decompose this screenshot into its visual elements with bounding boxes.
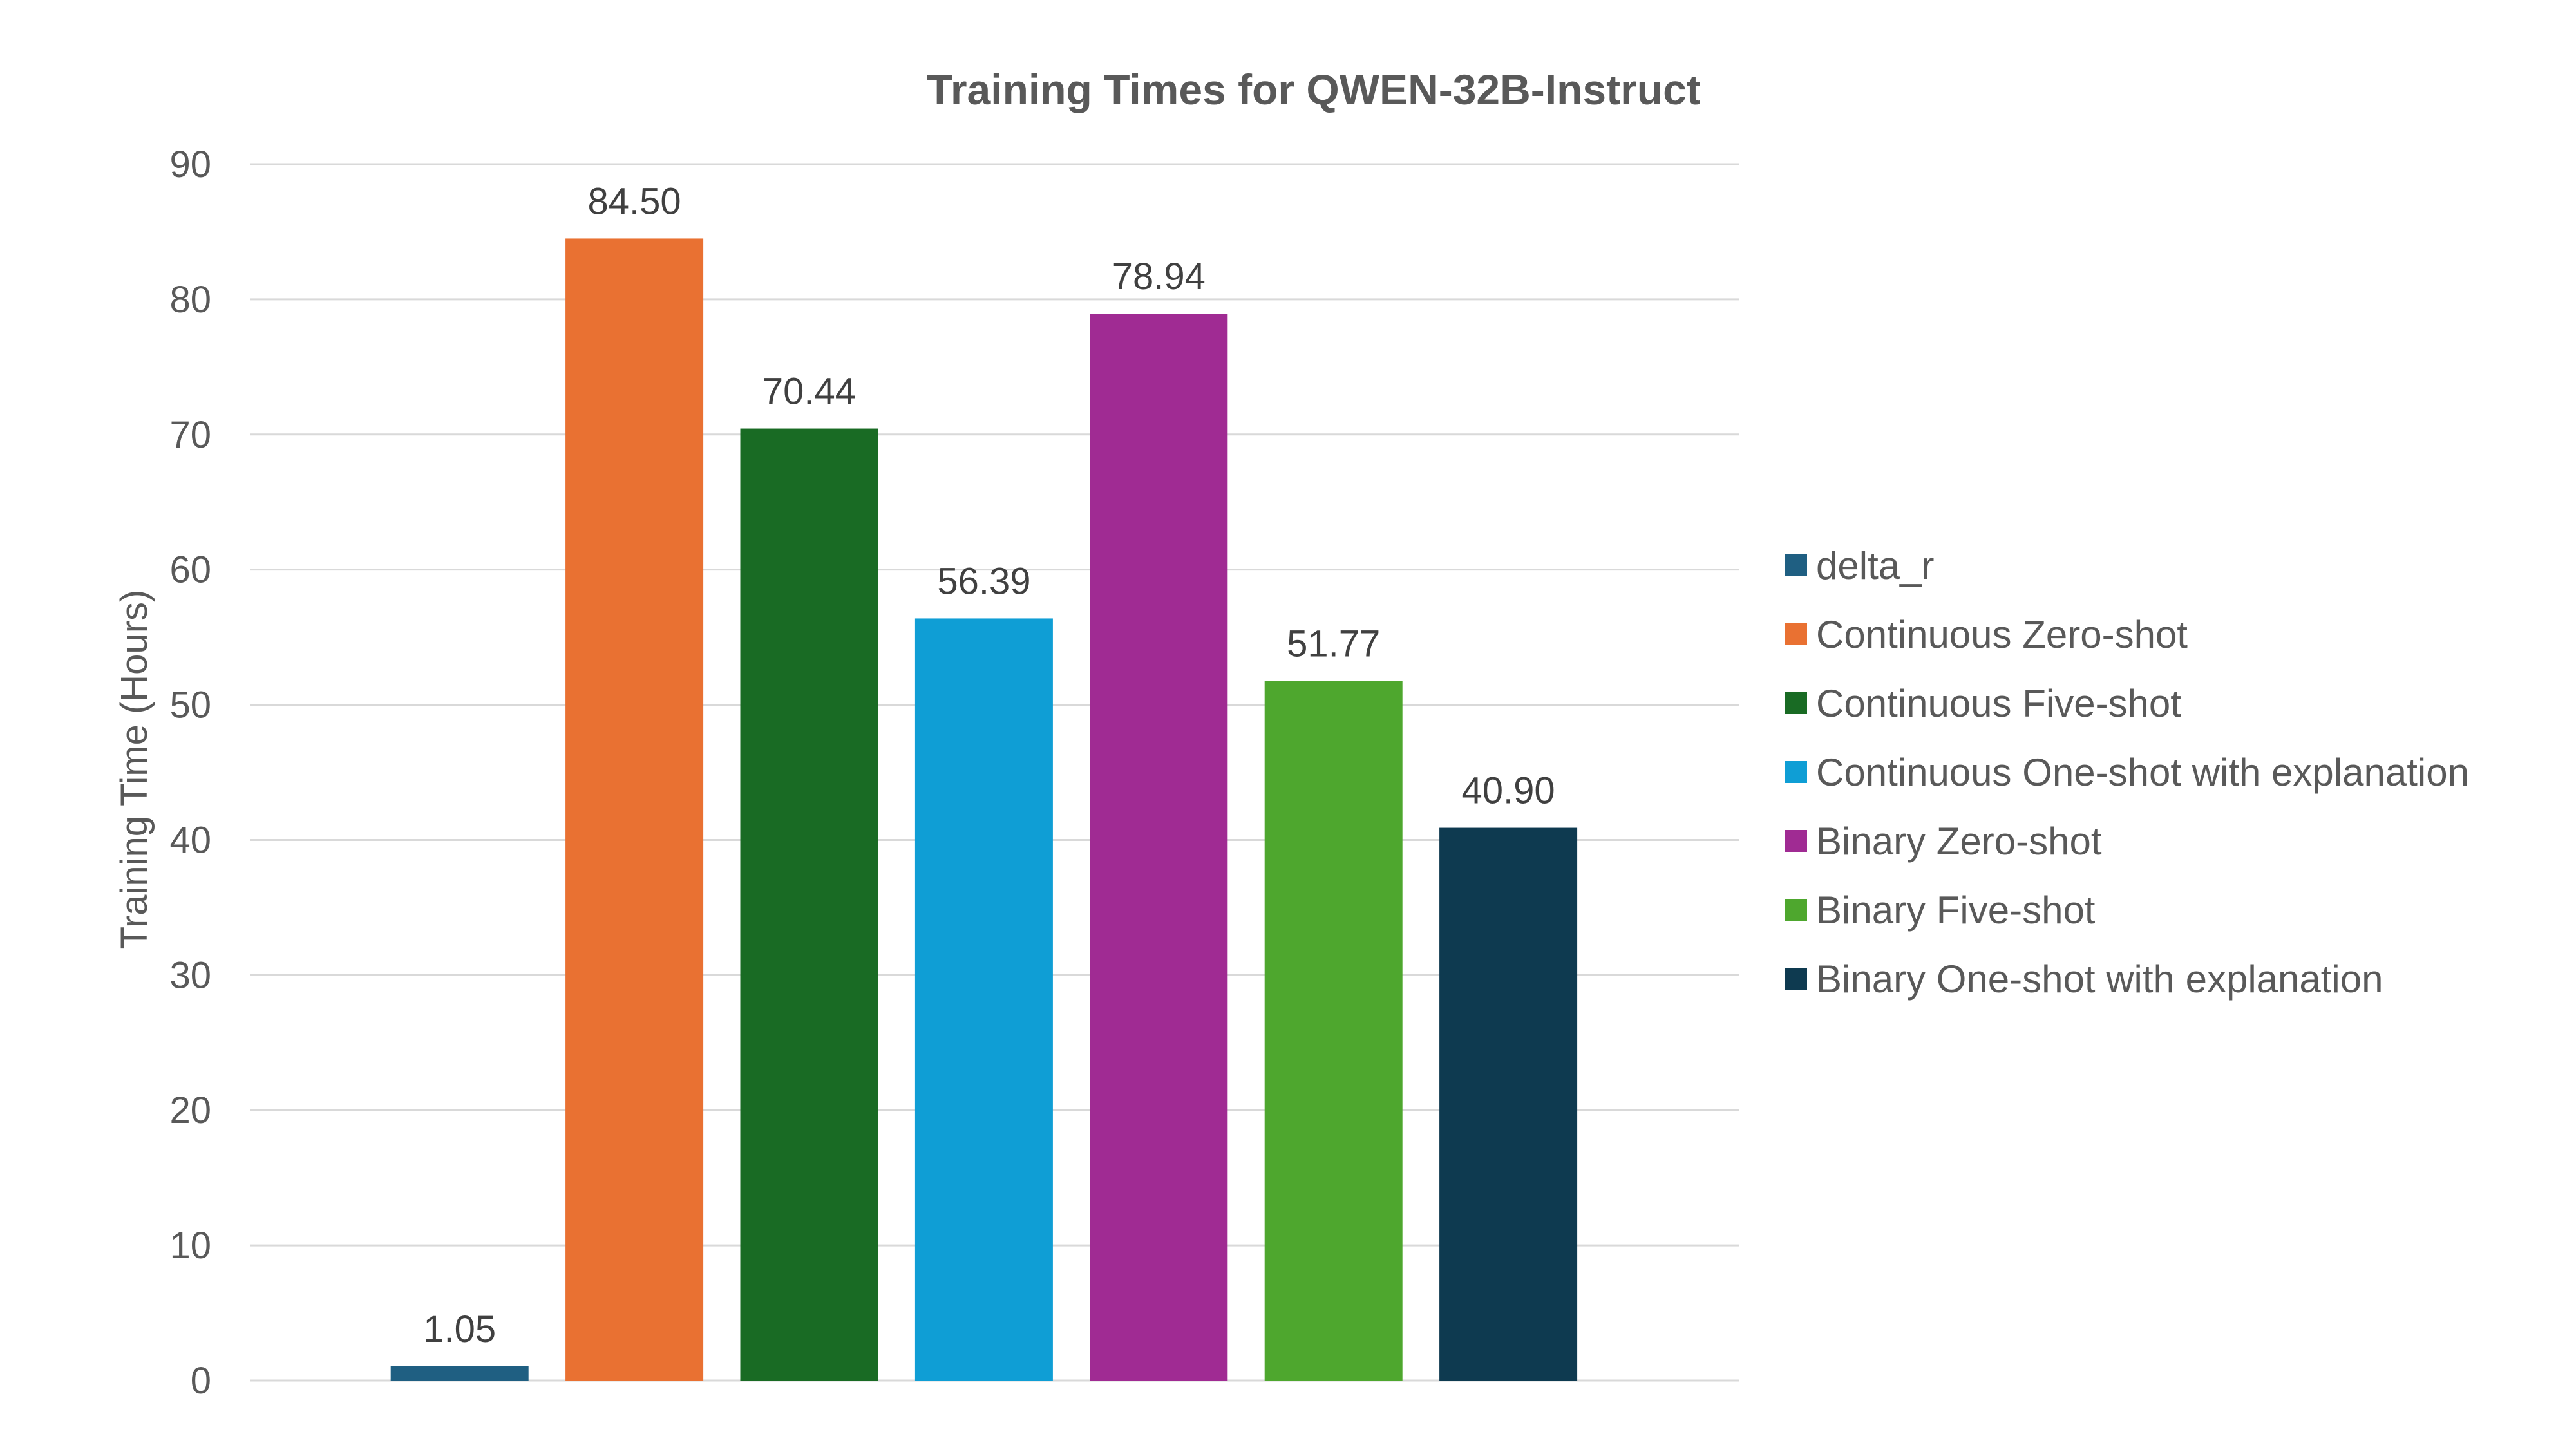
y-tick-label: 40: [169, 819, 211, 861]
legend: delta_r Continuous Zero-shot Continuous Fi…: [1785, 544, 2469, 1001]
bar-7: [1439, 827, 1578, 1381]
data-labels: 1.05 84.50 70.44 56.39 78.94 51.77 40.90: [423, 180, 1555, 1350]
y-tick-label: 50: [169, 684, 211, 726]
bar-3: [740, 428, 878, 1381]
data-label: 56.39: [937, 560, 1030, 602]
legend-swatch: [1785, 623, 1807, 645]
legend-item: delta_r: [1785, 544, 1934, 587]
legend-swatch: [1785, 899, 1807, 921]
y-axis-ticks: 0 10 20 30 40 50 60 70 80 90: [169, 144, 211, 1402]
y-tick-label: 10: [169, 1225, 211, 1267]
data-label: 1.05: [423, 1308, 496, 1350]
y-tick-label: 70: [169, 414, 211, 456]
y-tick-label: 90: [169, 144, 211, 185]
y-tick-label: 80: [169, 279, 211, 321]
legend-label: Continuous Zero-shot: [1816, 613, 2188, 656]
legend-swatch: [1785, 554, 1807, 576]
legend-item: Binary One-shot with explanation: [1785, 957, 2383, 1001]
bars: [390, 238, 1578, 1381]
legend-label: Binary Zero-shot: [1816, 820, 2102, 863]
y-tick-label: 30: [169, 954, 211, 996]
y-tick-label: 60: [169, 549, 211, 591]
legend-swatch: [1785, 830, 1807, 852]
data-label: 78.94: [1112, 256, 1206, 297]
legend-swatch: [1785, 761, 1807, 783]
data-label: 51.77: [1287, 623, 1380, 665]
legend-swatch: [1785, 968, 1807, 990]
bar-4: [914, 618, 1053, 1381]
legend-item: Continuous Five-shot: [1785, 682, 2181, 725]
bar-5: [1090, 314, 1228, 1381]
legend-label: Binary One-shot with explanation: [1816, 957, 2383, 1001]
bar-1: [390, 1366, 529, 1381]
y-tick-label: 20: [169, 1089, 211, 1131]
y-axis-title: Training Time (Hours): [113, 590, 155, 950]
legend-label: Continuous Five-shot: [1816, 682, 2181, 725]
legend-item: Continuous Zero-shot: [1785, 613, 2188, 656]
chart-title: Training Times for QWEN-32B-Instruct: [927, 66, 1701, 113]
y-tick-label: 0: [191, 1360, 211, 1402]
data-label: 84.50: [588, 180, 681, 222]
bar-2: [565, 238, 704, 1381]
legend-label: Continuous One-shot with explanation: [1816, 751, 2469, 794]
data-label: 70.44: [762, 371, 856, 413]
legend-item: Binary Zero-shot: [1785, 820, 2102, 863]
legend-label: Binary Five-shot: [1816, 889, 2096, 932]
legend-label: delta_r: [1816, 544, 1934, 587]
legend-item: Continuous One-shot with explanation: [1785, 751, 2469, 794]
bar-6: [1264, 681, 1403, 1381]
legend-item: Binary Five-shot: [1785, 889, 2096, 932]
data-label: 40.90: [1462, 770, 1555, 812]
legend-swatch: [1785, 692, 1807, 714]
